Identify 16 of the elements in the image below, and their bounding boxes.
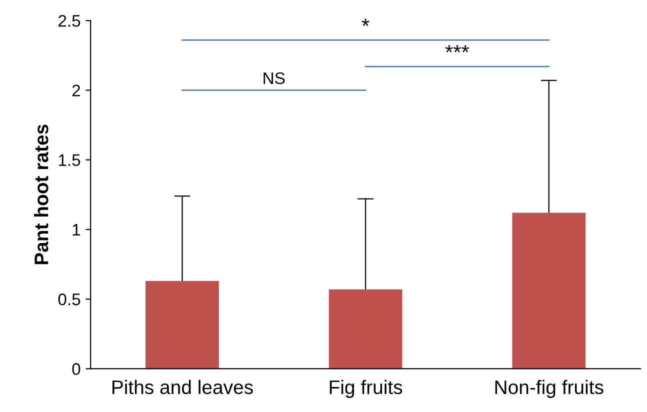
- bar: [146, 281, 219, 369]
- annotation: NS: [264, 72, 285, 84]
- x-tick-label: Non-fig fruits: [495, 380, 604, 398]
- y-tick-label: 1.5: [58, 154, 80, 166]
- bar: [512, 212, 586, 369]
- y-tick-label: 2.5: [58, 15, 80, 27]
- x-tick-label: Fig fruits: [330, 380, 402, 398]
- annotation: ***: [445, 45, 470, 52]
- y-tick-label: 0.5: [58, 294, 80, 306]
- y-tick-label: 0: [72, 363, 80, 375]
- annotation: *: [362, 18, 370, 26]
- y-tick-label: 1: [72, 224, 80, 236]
- y-tick-label: 2: [72, 84, 80, 96]
- bar: [328, 289, 402, 369]
- x-tick-label: Piths and leaves: [112, 380, 253, 394]
- y-axis-title: Pant hoot rates: [34, 124, 48, 264]
